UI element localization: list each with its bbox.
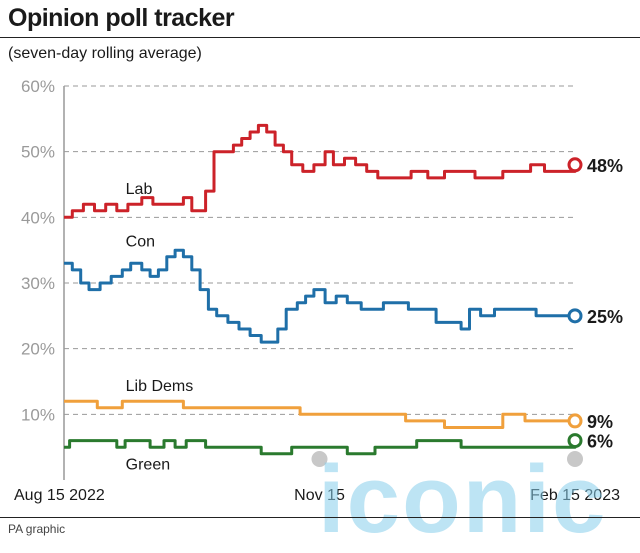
- series-name-label: Lab: [126, 181, 153, 198]
- chart-subtitle: (seven-day rolling average): [8, 45, 202, 62]
- gridlines: [63, 85, 575, 480]
- end-marker: [567, 413, 583, 429]
- source-credit: PA graphic: [8, 522, 66, 536]
- y-tick-label: 20%: [21, 340, 55, 359]
- y-tick-label: 40%: [21, 208, 55, 227]
- end-marker: [567, 157, 583, 173]
- series-line-lab: [64, 123, 577, 219]
- title-rule: [0, 37, 640, 38]
- series-line-con: [64, 248, 575, 344]
- chart-title: Opinion poll tracker: [8, 4, 235, 32]
- end-value-label: 9%: [587, 412, 613, 432]
- x-tick-marker: [567, 451, 583, 467]
- end-value-label: 48%: [587, 156, 623, 176]
- y-tick-label: 60%: [21, 77, 55, 96]
- y-tick-label: 10%: [21, 405, 55, 424]
- y-axis-ticks: 10% 20% 30% 40% 50% 60%: [21, 77, 55, 424]
- end-marker: [567, 433, 583, 449]
- x-tick-marker: [311, 451, 328, 467]
- x-axis-ticks: Aug 15 2022 Nov 15 Feb 15 2023: [14, 451, 620, 504]
- end-value-label: 25%: [587, 307, 623, 327]
- end-marker: [567, 308, 583, 324]
- iconic-watermark: iconic: [318, 446, 608, 553]
- series-lines: [64, 123, 577, 456]
- footer-rule: [0, 517, 640, 518]
- x-tick-label: Feb 15 2023: [530, 487, 620, 504]
- series-name-label: Con: [126, 233, 155, 250]
- x-tick-label: Nov 15: [294, 487, 345, 504]
- series-line-lib-dems: [64, 399, 575, 429]
- end-value-label: 6%: [587, 432, 613, 452]
- series-line-green: [64, 439, 577, 456]
- y-tick-label: 50%: [21, 143, 55, 162]
- end-markers: 48% 25% 9%6%: [567, 156, 623, 452]
- series-name-label: Lib Dems: [126, 378, 194, 395]
- series-labels: Lab Con Lib Dems Green: [126, 181, 194, 474]
- y-tick-label: 30%: [21, 274, 55, 293]
- x-tick-label: Aug 15 2022: [14, 487, 105, 504]
- series-name-label: Green: [126, 457, 170, 474]
